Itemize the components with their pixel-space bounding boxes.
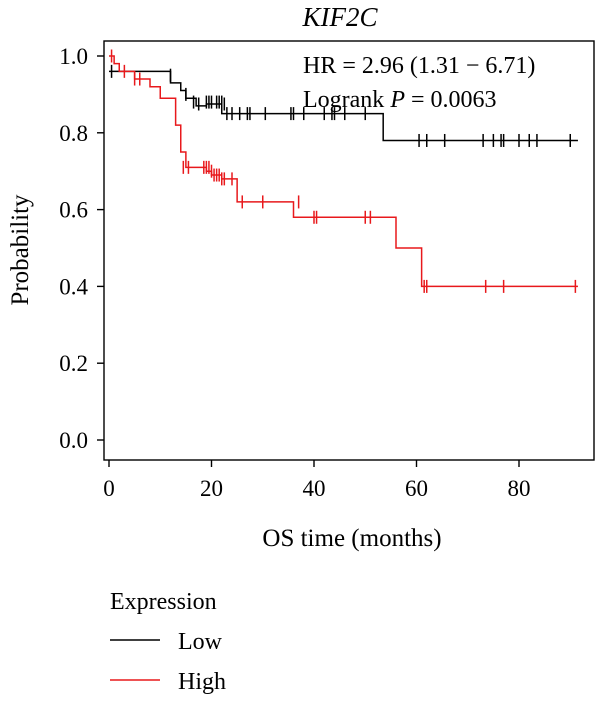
logrank-p-symbol: P: [389, 87, 405, 113]
x-tick-label: 60: [405, 476, 428, 501]
legend-label-high: High: [178, 669, 226, 695]
logrank-label: Logrank: [303, 87, 390, 113]
legend-title: Expression: [110, 589, 217, 615]
legend-items: Low High: [110, 629, 226, 695]
x-axis-title: OS time (months): [262, 525, 441, 552]
logrank-value: = 0.0063: [405, 87, 497, 113]
y-tick-label: 0.4: [59, 274, 88, 299]
y-tick-label: 0.6: [59, 198, 88, 223]
x-tick-label: 0: [103, 476, 115, 501]
x-tick-label: 40: [303, 476, 326, 501]
y-axis: 0.0 0.2 0.4 0.6 0.8 1.0: [59, 44, 104, 453]
legend: Expression Low High: [110, 589, 226, 695]
y-tick-label: 0.2: [59, 351, 88, 376]
plot-frame: [103, 40, 595, 461]
hazard-ratio-text: HR = 2.96 (1.31 − 6.71): [303, 53, 535, 79]
x-tick-label: 20: [200, 476, 223, 501]
logrank-text: Logrank P = 0.0063: [303, 87, 497, 113]
series-line-low: [109, 70, 578, 142]
x-tick-label: 80: [508, 476, 531, 501]
y-axis-title: Probability: [7, 194, 34, 306]
x-axis: 0 20 40 60 80: [103, 460, 531, 501]
y-tick-label: 1.0: [59, 44, 88, 69]
y-tick-label: 0.8: [59, 121, 88, 146]
legend-label-low: Low: [178, 629, 223, 655]
series-layer: [109, 49, 578, 293]
y-tick-label: 0.0: [59, 428, 88, 453]
chart-title: KIF2C: [301, 2, 378, 32]
